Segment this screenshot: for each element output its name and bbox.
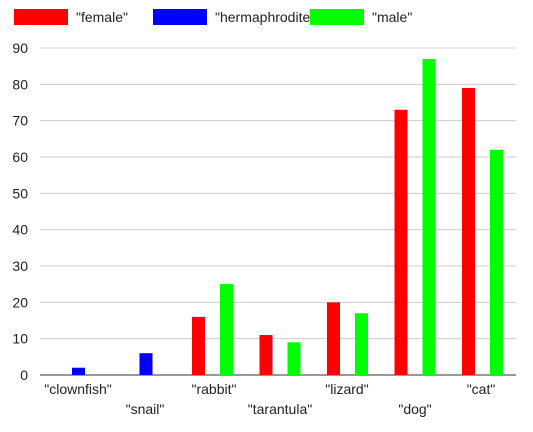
- bar-6-0[interactable]: [462, 88, 475, 375]
- y-tick-label: 0: [20, 367, 28, 383]
- bar-5-0[interactable]: [395, 110, 408, 375]
- y-tick-label: 30: [12, 258, 28, 274]
- legend-item[interactable]: "male": [310, 9, 412, 25]
- bars: [72, 59, 503, 375]
- y-tick-label: 40: [12, 222, 28, 238]
- bar-3-0[interactable]: [260, 335, 273, 375]
- y-tick-label: 20: [12, 294, 28, 310]
- bar-5-2[interactable]: [423, 59, 436, 375]
- y-tick-label: 70: [12, 113, 28, 129]
- bar-0-1[interactable]: [72, 368, 85, 375]
- legend-swatch: [310, 9, 364, 25]
- legend-swatch: [153, 9, 207, 25]
- bar-4-0[interactable]: [327, 302, 340, 375]
- bar-2-2[interactable]: [220, 284, 233, 375]
- x-tick-label: "dog": [398, 401, 431, 417]
- x-axis-labels: "clownfish" "snail" "rabbit" "tarantula" "li…: [44, 381, 495, 417]
- x-tick-label: "cat": [467, 381, 496, 397]
- y-tick-label: 80: [12, 76, 28, 92]
- gridlines: [40, 48, 516, 375]
- bar-2-0[interactable]: [192, 317, 205, 375]
- y-tick-label: 50: [12, 185, 28, 201]
- bar-6-2[interactable]: [490, 150, 503, 375]
- bar-4-2[interactable]: [355, 313, 368, 375]
- y-tick-label: 90: [12, 40, 28, 56]
- x-tick-label: "tarantula": [248, 401, 312, 417]
- legend-swatch: [14, 9, 68, 25]
- legend[interactable]: "female" "hermaphrodite" "male": [14, 9, 412, 25]
- legend-item[interactable]: "female": [14, 9, 128, 25]
- x-tick-label: "snail": [126, 401, 165, 417]
- x-tick-label: "clownfish": [44, 381, 112, 397]
- y-tick-label: 10: [12, 331, 28, 347]
- y-tick-label: 60: [12, 149, 28, 165]
- legend-item[interactable]: "hermaphrodite": [153, 9, 315, 25]
- x-tick-label: "lizard": [325, 381, 368, 397]
- bar-3-2[interactable]: [288, 342, 301, 375]
- legend-label: "female": [76, 9, 128, 25]
- y-axis-ticks: 0 10 20 30 40 50 60 70 80 90: [12, 40, 28, 383]
- bar-1-1[interactable]: [140, 353, 153, 375]
- x-tick-label: "rabbit": [192, 381, 237, 397]
- legend-label: "male": [372, 9, 412, 25]
- legend-label: "hermaphrodite": [215, 9, 315, 25]
